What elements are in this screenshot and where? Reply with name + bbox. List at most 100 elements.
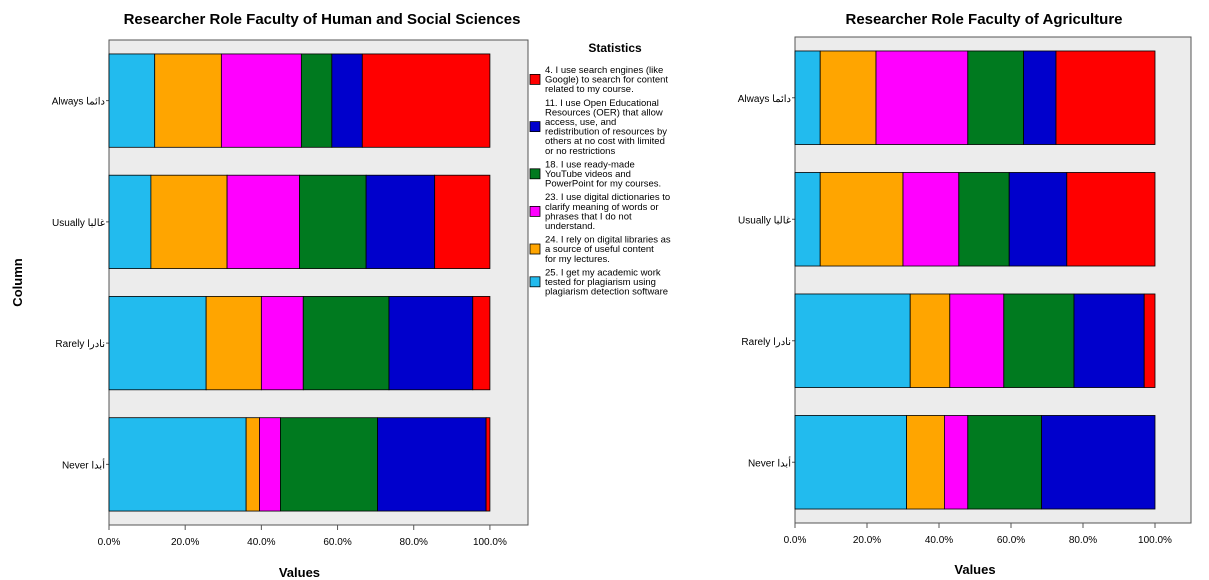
legend-swatch [529, 168, 541, 180]
legend-entry-line: understand. [545, 221, 595, 232]
bar-segment [1003, 293, 1075, 388]
bar-segment [875, 50, 969, 145]
x-tick-label: 0.0% [784, 535, 807, 546]
bar-segment [1073, 293, 1145, 388]
legend-entry-line: for my lectures. [545, 254, 610, 265]
x-tick-label: 100.0% [473, 537, 507, 548]
legend-entry-line: PowerPoint for my courses. [545, 179, 661, 190]
y-tick-label: Usually غالبا [52, 218, 105, 229]
legend-entry-line: 4. I use search engines (like [545, 65, 663, 76]
bar-segment [1008, 172, 1068, 267]
bar-segment [485, 417, 491, 512]
bar-segment [280, 417, 378, 512]
bar-segment [245, 417, 260, 512]
bar-segment [377, 417, 487, 512]
bar-segment [259, 417, 281, 512]
x-axis-title: Values [954, 562, 995, 577]
x-tick-label: 100.0% [1138, 535, 1172, 546]
x-tick-label: 40.0% [247, 537, 275, 548]
y-tick-label: Rarely نادرا [55, 339, 105, 350]
bar-segment [819, 50, 877, 145]
legend-swatch [529, 205, 541, 217]
bar-segment [150, 174, 228, 269]
bar-segment [302, 296, 390, 391]
y-tick-label: Never أبدا [748, 456, 791, 469]
bar-segment [909, 293, 951, 388]
bar-segment [1023, 50, 1057, 145]
bar-segment [1041, 415, 1156, 510]
legend-entry-line: plagiarism detection software [545, 287, 668, 298]
legend-entry-line: tested for plagiarism using [545, 277, 656, 288]
bar-segment [108, 53, 156, 148]
legend-entry-line: Resources (OER) that allow [545, 107, 663, 118]
bar-segment [300, 53, 333, 148]
legend-entry-line: redistribution of resources by [545, 127, 667, 138]
x-tick-label: 60.0% [323, 537, 351, 548]
bar-segment [472, 296, 491, 391]
bar-segment [205, 296, 262, 391]
bar-segment [1066, 172, 1156, 267]
y-tick-label: Always دائما [52, 97, 105, 108]
bar-segment [967, 50, 1024, 145]
legend-entry-line: 23. I use digital dictionaries to [545, 192, 670, 203]
legend-swatch [529, 276, 541, 288]
y-tick-label: Never أبدا [62, 458, 105, 471]
legend-entry-line: access, use, and [545, 117, 616, 128]
legend: Statistics 4. I use search engines (likeG… [529, 41, 671, 298]
bar-segment [331, 53, 363, 148]
x-tick-label: 20.0% [853, 535, 881, 546]
bar-segment [108, 296, 207, 391]
bar-segment [1055, 50, 1156, 145]
bar-segment [365, 174, 436, 269]
legend-entry-line: clarify meaning of words or [545, 202, 659, 213]
bar-segment [220, 53, 302, 148]
legend-entry-line: 25. I get my academic work [545, 267, 661, 278]
legend-swatch [529, 243, 541, 255]
bar-segment [944, 415, 969, 510]
bar-segment [361, 53, 491, 148]
bar-segment [902, 172, 960, 267]
legend-entry-line: a source of useful content [545, 244, 654, 255]
x-axis-title: Values [279, 565, 320, 580]
bar-segment [819, 172, 904, 267]
legend-title: Statistics [588, 41, 642, 55]
legend-entry-line: phrases that I do not [545, 211, 632, 222]
bar-segment [260, 296, 304, 391]
bar-segment [299, 174, 367, 269]
y-axis-title: Column [10, 258, 25, 306]
y-tick-label: Rarely نادرا [741, 337, 791, 348]
bar-segment [906, 415, 945, 510]
bar-segment [967, 415, 1042, 510]
legend-swatch [529, 74, 541, 85]
bar-segment [1143, 293, 1156, 388]
legend-entry-line: or no restrictions [545, 146, 615, 157]
x-tick-label: 80.0% [1069, 535, 1097, 546]
legend-entry-line: 11. I use Open Educational [545, 98, 659, 109]
bar-segment [958, 172, 1010, 267]
legend-entry-line: related to my course. [545, 84, 634, 95]
legend-entry-line: others at no cost with limited [545, 136, 665, 147]
bar-segment [949, 293, 1005, 388]
chart-human-social-sciences: Researcher Role Faculty of Human and Soc… [10, 11, 529, 580]
x-tick-label: 40.0% [925, 535, 953, 546]
bar-segment [434, 174, 491, 269]
legend-swatch [529, 121, 541, 132]
bar-segment [794, 415, 907, 510]
chart-title: Researcher Role Faculty of Human and Soc… [124, 11, 521, 28]
legend-entry-line: YouTube videos and [545, 169, 631, 180]
x-tick-label: 60.0% [997, 535, 1025, 546]
bar-segment [108, 417, 247, 512]
bar-segment [794, 50, 821, 145]
bar-segment [794, 172, 821, 267]
bar-segment [226, 174, 300, 269]
legend-entry-line: 18. I use ready-made [545, 159, 635, 170]
bar-segment [108, 174, 152, 269]
bar-segment [154, 53, 222, 148]
chart-title: Researcher Role Faculty of Agriculture [845, 11, 1122, 28]
y-tick-label: Usually غالبا [738, 215, 791, 226]
chart-agriculture: Researcher Role Faculty of Agriculture Va… [738, 11, 1192, 577]
x-tick-label: 80.0% [400, 537, 428, 548]
y-tick-label: Always دائما [738, 94, 791, 105]
legend-entry-line: Google) to search for content [545, 75, 668, 86]
